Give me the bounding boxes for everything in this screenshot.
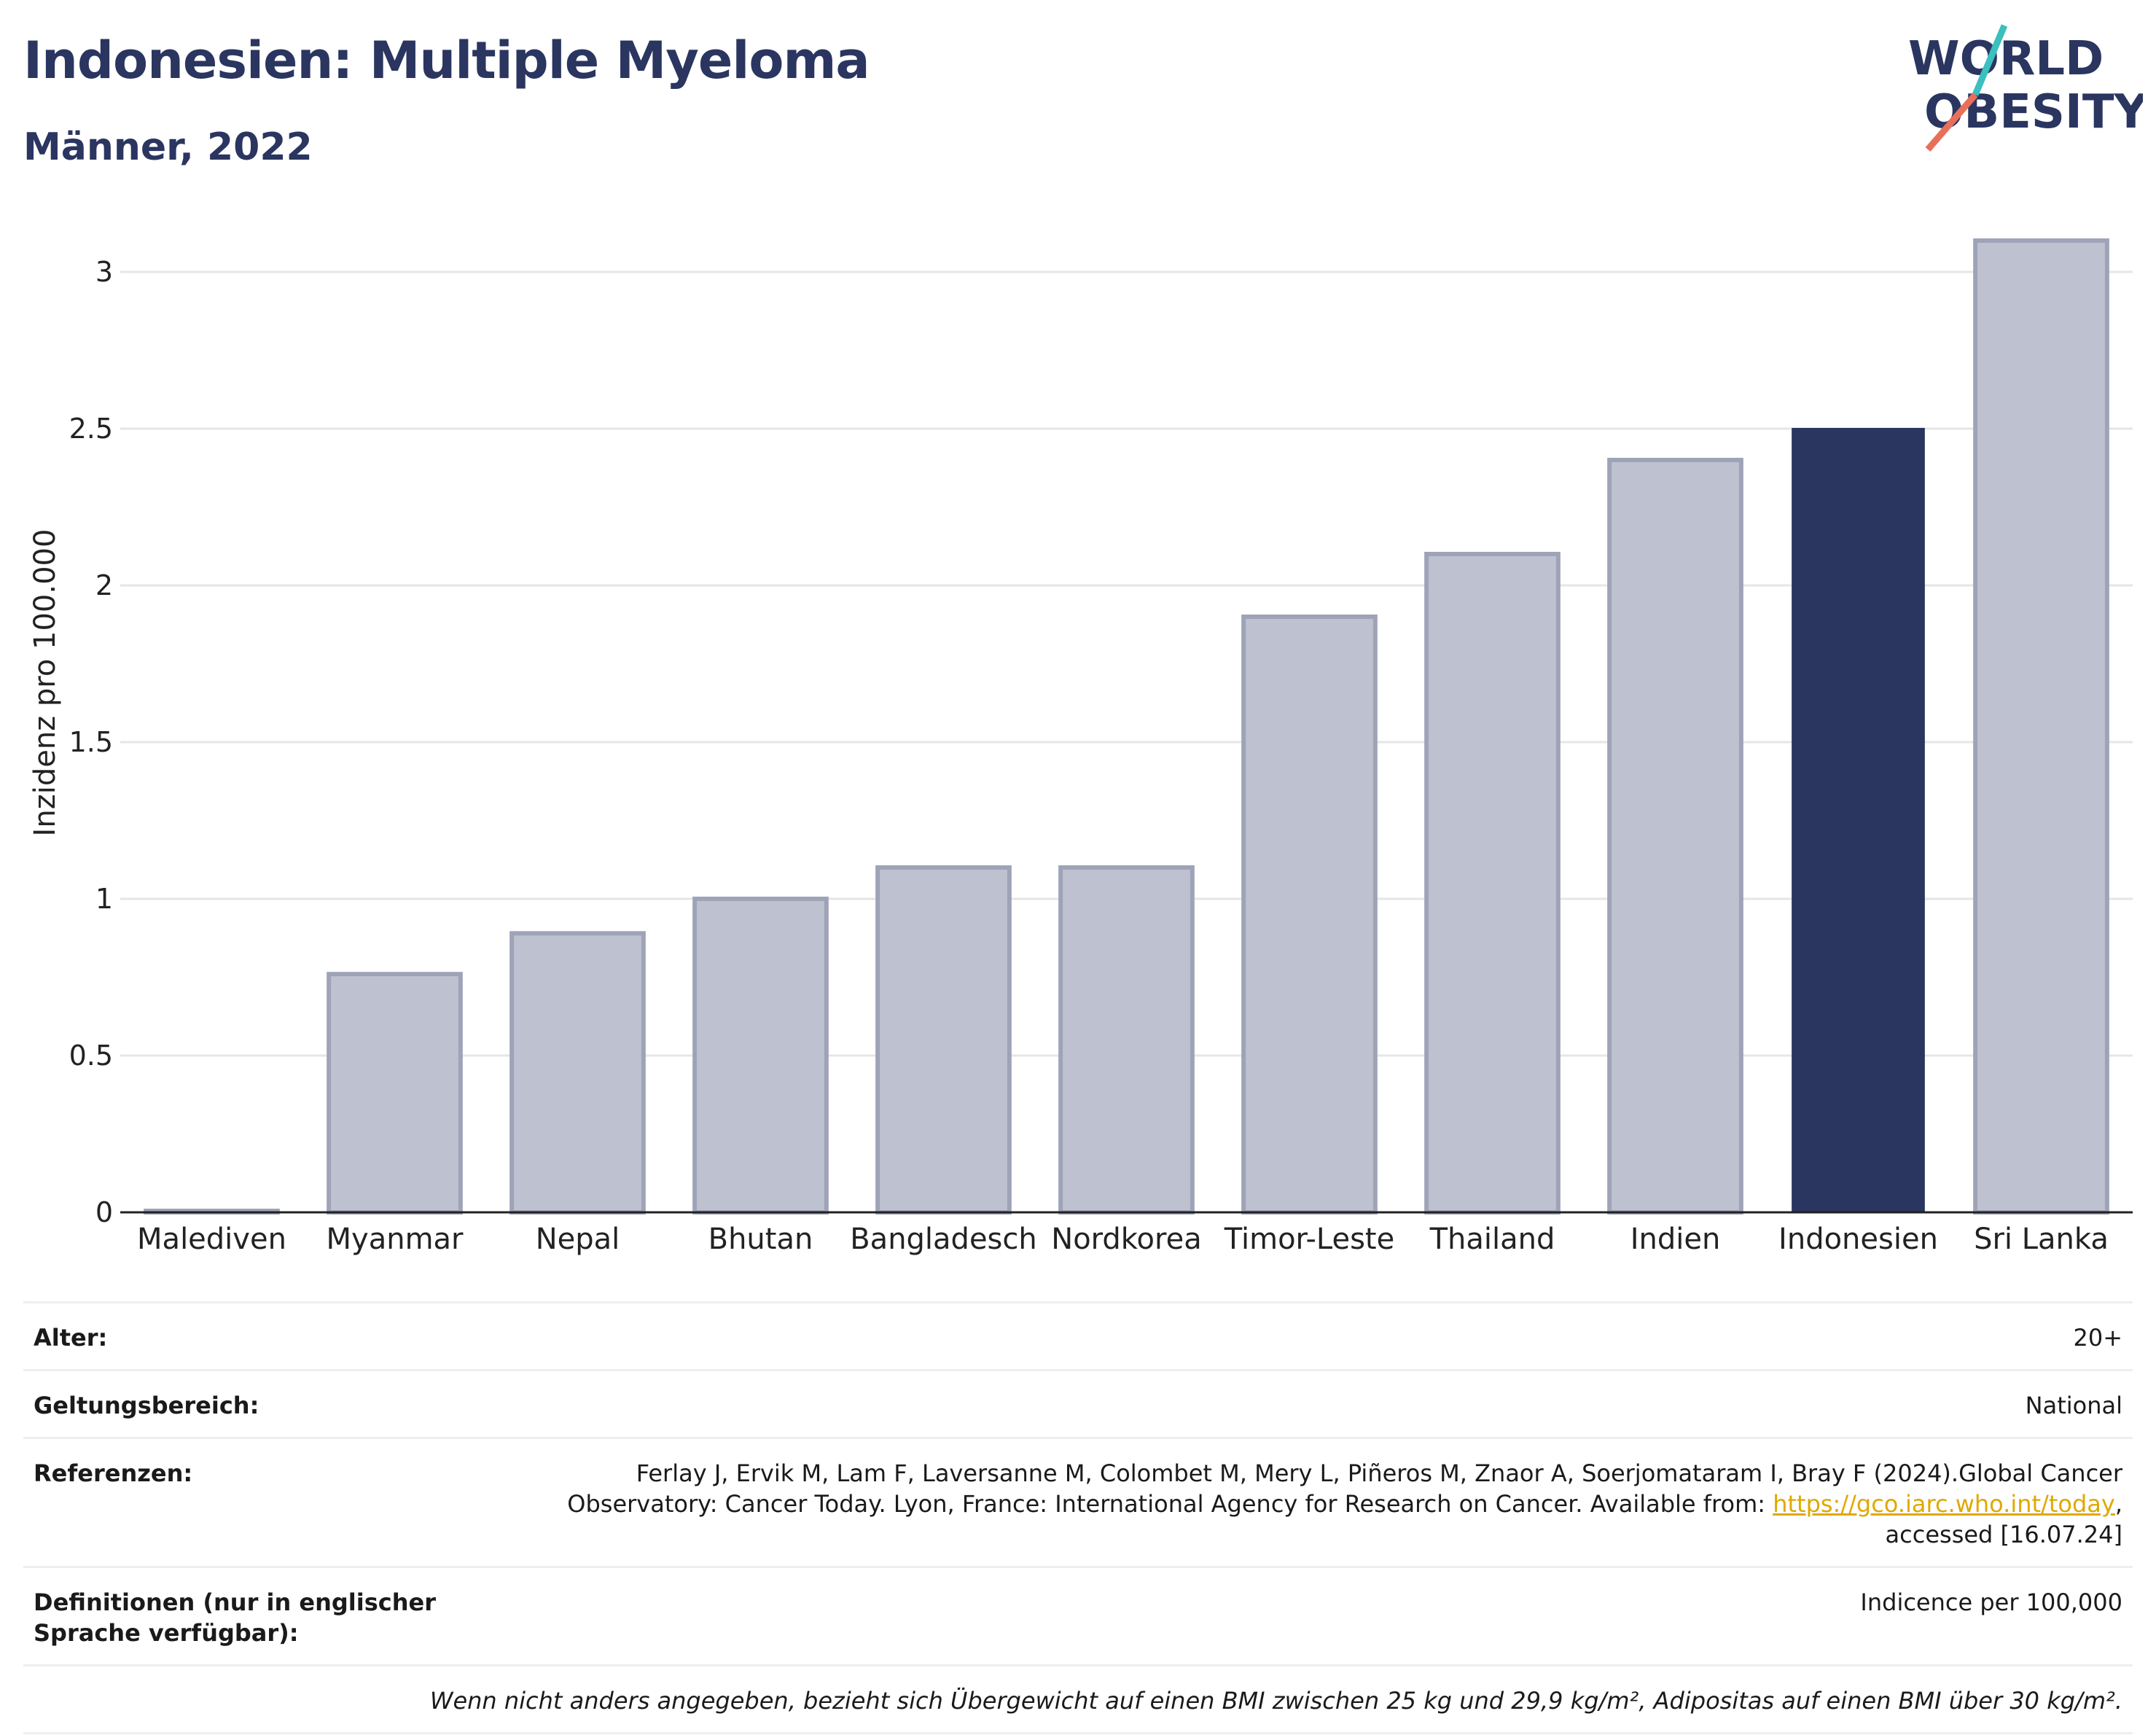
meta-row-definitions: Definitionen (nur in englischer Sprache … [23, 1566, 2133, 1664]
x-tick-label: Bhutan [708, 1223, 813, 1256]
chart-title: Indonesien: Multiple Myeloma [23, 31, 870, 90]
y-tick-label: 1.5 [69, 726, 113, 758]
bar [1058, 865, 1195, 1214]
x-tick-label: Malediven [137, 1223, 286, 1256]
bar [692, 897, 829, 1214]
bar-chart: 0 0.5 1 1.5 2 2.5 3 Inzidenz pro 100.000 Malediv… [28, 238, 2133, 1256]
logo-slash-teal [1972, 24, 2008, 96]
reference-text: Ferlay J, Ervik M, Lam F, Laversanne M, … [567, 1459, 2122, 1518]
meta-row-note: Wenn nicht anders angegeben, bezieht sic… [23, 1664, 2133, 1734]
meta-label-age: Alter: [34, 1324, 108, 1352]
bar [327, 972, 463, 1214]
chart-subtitle: Männer, 2022 [23, 125, 313, 169]
bar [1241, 615, 1378, 1214]
y-tick-label: 0.5 [69, 1040, 113, 1072]
meta-value-scope: National [2025, 1392, 2122, 1419]
x-tick-label: Nordkorea [1051, 1223, 1201, 1256]
y-tick-label: 1 [95, 883, 113, 915]
x-tick-label: Myanmar [327, 1223, 464, 1256]
x-tick-label: Bangladesch [850, 1223, 1037, 1256]
x-tick-label: Timor-Leste [1224, 1223, 1394, 1256]
y-tick-label: 0 [95, 1196, 113, 1228]
reference-link[interactable]: https://gco.iarc.who.int/today [1773, 1490, 2115, 1518]
meta-label-references: Referenzen: [34, 1459, 193, 1487]
x-tick-label: Indien [1630, 1223, 1721, 1256]
world-obesity-logo: WORLD OBESITY [1908, 24, 2143, 152]
reference-accessed: , accessed [16.07.24] [1885, 1490, 2122, 1548]
y-tick-label: 2.5 [69, 413, 113, 445]
meta-row-references: Referenzen: Ferlay J, Ervik M, Lam F, La… [23, 1437, 2133, 1566]
meta-row-age: Alter: 20+ [23, 1301, 2133, 1369]
bar [1607, 458, 1743, 1214]
bar [509, 931, 646, 1215]
logo-slash-coral [1925, 93, 1978, 152]
x-tick-label: Nepal [536, 1223, 620, 1256]
x-tick-label: Sri Lanka [1974, 1223, 2109, 1256]
bar [1792, 428, 1925, 1213]
x-tick-label: Thailand [1429, 1223, 1555, 1256]
bar [1973, 238, 2109, 1214]
meta-value-references: Ferlay J, Ervik M, Lam F, Laversanne M, … [544, 1458, 2122, 1550]
logo-text-world: WORLD [1908, 32, 2104, 86]
y-tick-label: 2 [95, 569, 113, 601]
bar [875, 865, 1012, 1214]
meta-value-definitions: Indicence per 100,000 [1860, 1588, 2122, 1616]
x-tick-label: Indonesien [1778, 1223, 1938, 1256]
meta-value-age: 20+ [2073, 1324, 2122, 1352]
meta-label-definitions: Definitionen (nur in englischer Sprache … [34, 1588, 436, 1647]
meta-row-scope: Geltungsbereich: National [23, 1369, 2133, 1437]
metadata-table: Alter: 20+ Geltungsbereich: National Ref… [23, 1301, 2133, 1734]
meta-label-scope: Geltungsbereich: [34, 1392, 259, 1419]
y-tick-label: 3 [95, 256, 113, 288]
bmi-note: Wenn nicht anders angegeben, bezieht sic… [429, 1687, 2122, 1715]
y-axis-label: Inzidenz pro 100.000 [28, 529, 62, 837]
bar [1424, 552, 1561, 1214]
